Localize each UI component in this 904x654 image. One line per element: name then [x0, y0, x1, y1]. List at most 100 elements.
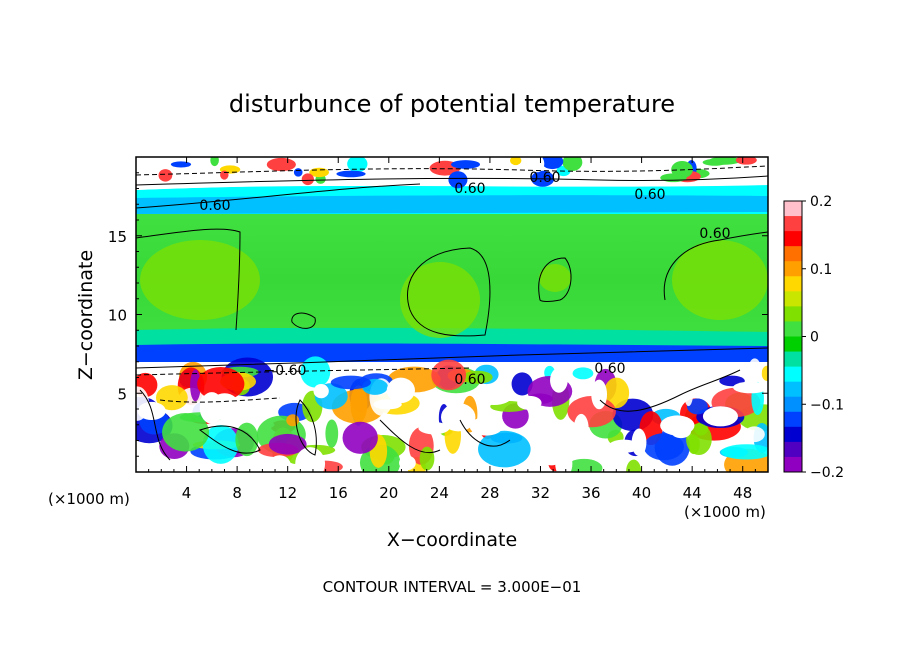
colorbar	[783, 200, 803, 473]
field-blob-white	[702, 406, 738, 427]
contour-line	[136, 347, 768, 369]
field-blob-white	[517, 395, 542, 410]
field-blob	[300, 356, 331, 388]
field-blob	[330, 375, 371, 390]
field-blob	[325, 419, 339, 448]
field-blob	[286, 414, 300, 427]
x-tick-label: 32	[531, 484, 550, 502]
field-blob	[511, 372, 533, 396]
field-blob-upper	[170, 161, 192, 168]
field-blob-upper	[220, 170, 229, 180]
field-blob	[572, 367, 594, 380]
field-blob	[603, 377, 630, 409]
field-blob-upper	[510, 157, 522, 166]
field-blob-white	[313, 383, 329, 399]
field-blob-upper	[210, 157, 219, 167]
x-tick-label: 16	[329, 484, 348, 502]
y-tick-label: 10	[108, 307, 127, 325]
colorbar-tick-label: −0.2	[810, 465, 844, 481]
field-blob	[431, 451, 472, 472]
x-tick-label: 4	[182, 484, 192, 502]
field-blob-light	[539, 264, 571, 292]
x-tick-label: 12	[278, 484, 297, 502]
field-blob	[342, 421, 378, 454]
field-blob-upper	[584, 157, 604, 175]
colorbar-segment	[784, 216, 802, 232]
contour-line	[379, 419, 441, 454]
contour-label: 0.60	[634, 187, 665, 203]
field-blob	[686, 423, 712, 456]
x-tick-label: 40	[632, 484, 651, 502]
field-blob	[626, 459, 642, 472]
field-blob-white	[441, 403, 476, 432]
field-blob-upper	[293, 168, 303, 177]
field-blob	[268, 433, 307, 455]
x-unit-left: (×1000 m)	[48, 490, 130, 508]
field-blob-white	[555, 449, 573, 472]
field-blob	[686, 398, 708, 415]
contour-line-dashed	[159, 397, 281, 403]
colorbar-segment	[784, 381, 802, 398]
colorbar-segment	[784, 246, 802, 262]
field-blob	[431, 359, 467, 391]
field-blob	[162, 413, 210, 452]
field-blob-upper	[541, 157, 564, 170]
field-blob-upper	[266, 157, 296, 172]
contour-line	[599, 369, 741, 412]
contour-line	[136, 175, 768, 186]
contour-line	[198, 425, 261, 454]
field-blob	[643, 433, 684, 461]
field-blob-upper	[336, 170, 366, 178]
field-blob-white	[268, 455, 291, 472]
field-blob-white	[608, 439, 640, 453]
field-blob-light	[140, 240, 260, 320]
colorbar-segment	[784, 321, 802, 337]
field-blob	[747, 358, 762, 387]
field-blob-upper	[562, 157, 583, 172]
field-blob	[478, 430, 531, 468]
contours	[136, 165, 768, 461]
field-blob-white	[373, 399, 402, 410]
field-blob	[683, 371, 694, 407]
upper-band-deep	[136, 195, 768, 214]
contour-line	[136, 228, 241, 331]
field-blob-upper	[735, 157, 757, 165]
colorbar-segment	[784, 201, 802, 217]
x-tick-label: 24	[430, 484, 449, 502]
field-blob	[235, 422, 259, 457]
field-blob-light	[400, 262, 480, 338]
chart-title: disturbunce of potential temperature	[229, 90, 675, 118]
x-tick-label: 36	[581, 484, 600, 502]
contour-label: 0.60	[699, 226, 730, 242]
colorbar-segment	[784, 456, 802, 473]
field-blob-white	[209, 393, 240, 421]
contour-line	[295, 399, 317, 456]
field-blob-white	[399, 455, 416, 471]
field-blob-upper	[451, 160, 481, 169]
field-blob-white	[591, 379, 608, 410]
field-blob	[743, 426, 765, 443]
contour-line	[663, 231, 768, 301]
y-axis-label: Z−coordinate	[75, 250, 97, 380]
field-blob-upper	[301, 173, 314, 186]
contour-line	[459, 419, 511, 447]
colorbar-segment	[784, 276, 802, 292]
field-blob-upper	[702, 158, 727, 166]
contour-label: −0.60	[264, 363, 307, 379]
contour-labels: 0.60 0.60 0.60 0.60 0.60 −0.60 0.60 0.60	[199, 170, 730, 388]
colorbar-tick-label: 0.2	[810, 194, 832, 210]
colorbar-segment	[784, 426, 802, 443]
field-blob	[197, 367, 245, 401]
field-blob-light	[672, 240, 768, 320]
field-blob	[190, 369, 201, 402]
colorbar-tick-label: 0	[810, 330, 819, 346]
field-blob-white	[573, 413, 589, 443]
colorbar-segment	[784, 441, 802, 458]
field-blob	[721, 444, 768, 460]
field-blob-upper	[448, 171, 468, 189]
field-blob-white	[476, 387, 512, 405]
contour-line	[538, 257, 572, 302]
colorbar-segment	[784, 306, 802, 322]
plot-area	[136, 157, 768, 472]
y-tick-label: 5	[117, 385, 127, 403]
